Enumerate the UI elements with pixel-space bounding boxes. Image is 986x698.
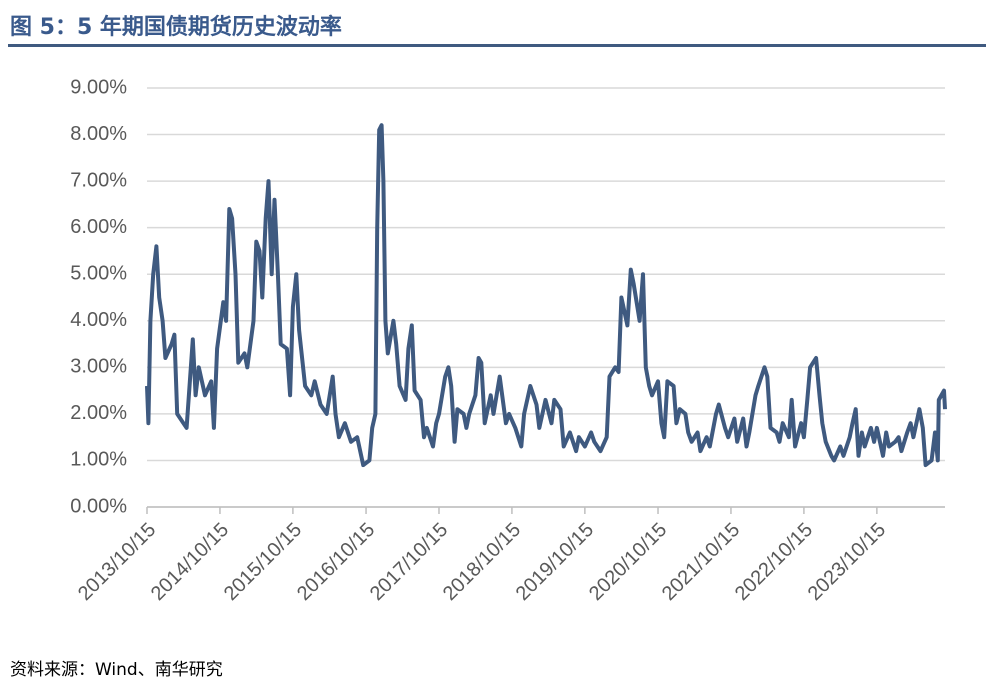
x-tick-label: 2015/10/15: [220, 519, 306, 605]
y-tick-label: 7.00%: [70, 169, 127, 191]
x-tick-label: 2014/10/15: [147, 519, 233, 605]
y-tick-label: 1.00%: [70, 449, 127, 471]
data-line: [145, 123, 947, 468]
source-note: 资料来源：Wind、南华研究: [10, 660, 223, 680]
title-rule: [8, 44, 986, 47]
y-tick-label: 0.00%: [70, 495, 127, 517]
x-tick-label: 2020/10/15: [585, 519, 671, 605]
y-tick-label: 8.00%: [70, 123, 127, 145]
y-tick-label: 6.00%: [70, 216, 127, 238]
y-tick-label: 5.00%: [70, 263, 127, 285]
x-tick-label: 2016/10/15: [293, 519, 379, 605]
y-tick-label: 3.00%: [70, 356, 127, 378]
x-tick-label: 2023/10/15: [804, 519, 890, 605]
x-tick-label: 2018/10/15: [439, 519, 525, 605]
chart-title: 图 5：5 年期国债期货历史波动率: [10, 14, 342, 40]
x-tick-label: 2017/10/15: [366, 519, 452, 605]
x-tick-label: 2022/10/15: [731, 519, 817, 605]
y-tick-label: 4.00%: [70, 309, 127, 331]
x-tick-label: 2013/10/15: [74, 519, 160, 605]
y-tick-label: 9.00%: [70, 76, 127, 98]
y-tick-label: 2.00%: [70, 402, 127, 424]
x-tick-label: 2019/10/15: [512, 519, 598, 605]
x-tick-label: 2021/10/15: [658, 519, 744, 605]
